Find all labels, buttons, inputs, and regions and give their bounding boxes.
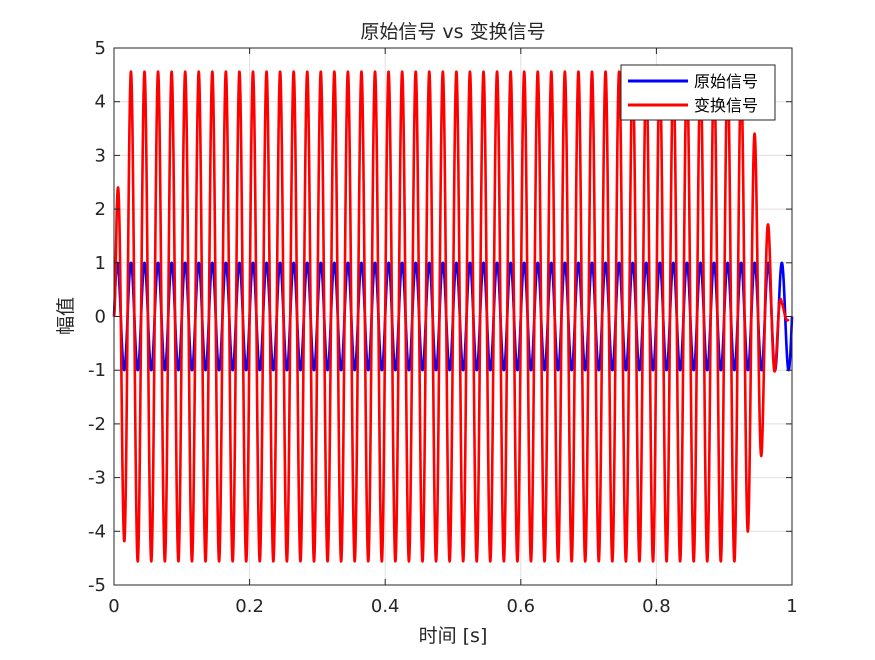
- y-tick-label: 0: [95, 307, 106, 328]
- x-tick-label: 0.6: [506, 596, 535, 617]
- y-tick-label: -3: [88, 468, 106, 489]
- x-tick-labels: 0 0.2 0.4 0.6 0.8 1: [108, 596, 797, 617]
- legend-label-transformed: 变换信号: [694, 96, 758, 115]
- x-tick-label: 0.4: [371, 596, 400, 617]
- y-axis-label: 幅值: [55, 297, 77, 335]
- legend-box: [620, 64, 776, 121]
- x-tick-label: 1: [786, 596, 797, 617]
- y-tick-label: 3: [95, 145, 106, 166]
- series-line-transformed: [112, 70, 790, 563]
- y-tick-label: -5: [88, 575, 106, 596]
- x-axis-label: 时间 [s]: [419, 625, 488, 647]
- x-tick-label: 0: [108, 596, 119, 617]
- chart-title: 原始信号 vs 变换信号: [360, 21, 545, 43]
- y-tick-labels: -5 -4 -3 -2 -1 0 1 2 3 4 5: [88, 38, 106, 596]
- y-tick-label: 4: [95, 92, 106, 113]
- y-tick-label: -2: [88, 414, 106, 435]
- y-tick-label: 2: [95, 199, 106, 220]
- x-tick-label: 0.2: [235, 596, 264, 617]
- x-tick-label: 0.8: [642, 596, 671, 617]
- y-tick-label: 1: [95, 253, 106, 274]
- series-lines: [112, 70, 794, 563]
- y-tick-label: -1: [88, 360, 106, 381]
- legend: 原始信号 变换信号: [620, 64, 776, 121]
- tick-marks: [113, 47, 793, 586]
- legend-label-original: 原始信号: [694, 72, 758, 91]
- y-tick-label: -4: [88, 521, 106, 542]
- y-tick-label: 5: [95, 38, 106, 59]
